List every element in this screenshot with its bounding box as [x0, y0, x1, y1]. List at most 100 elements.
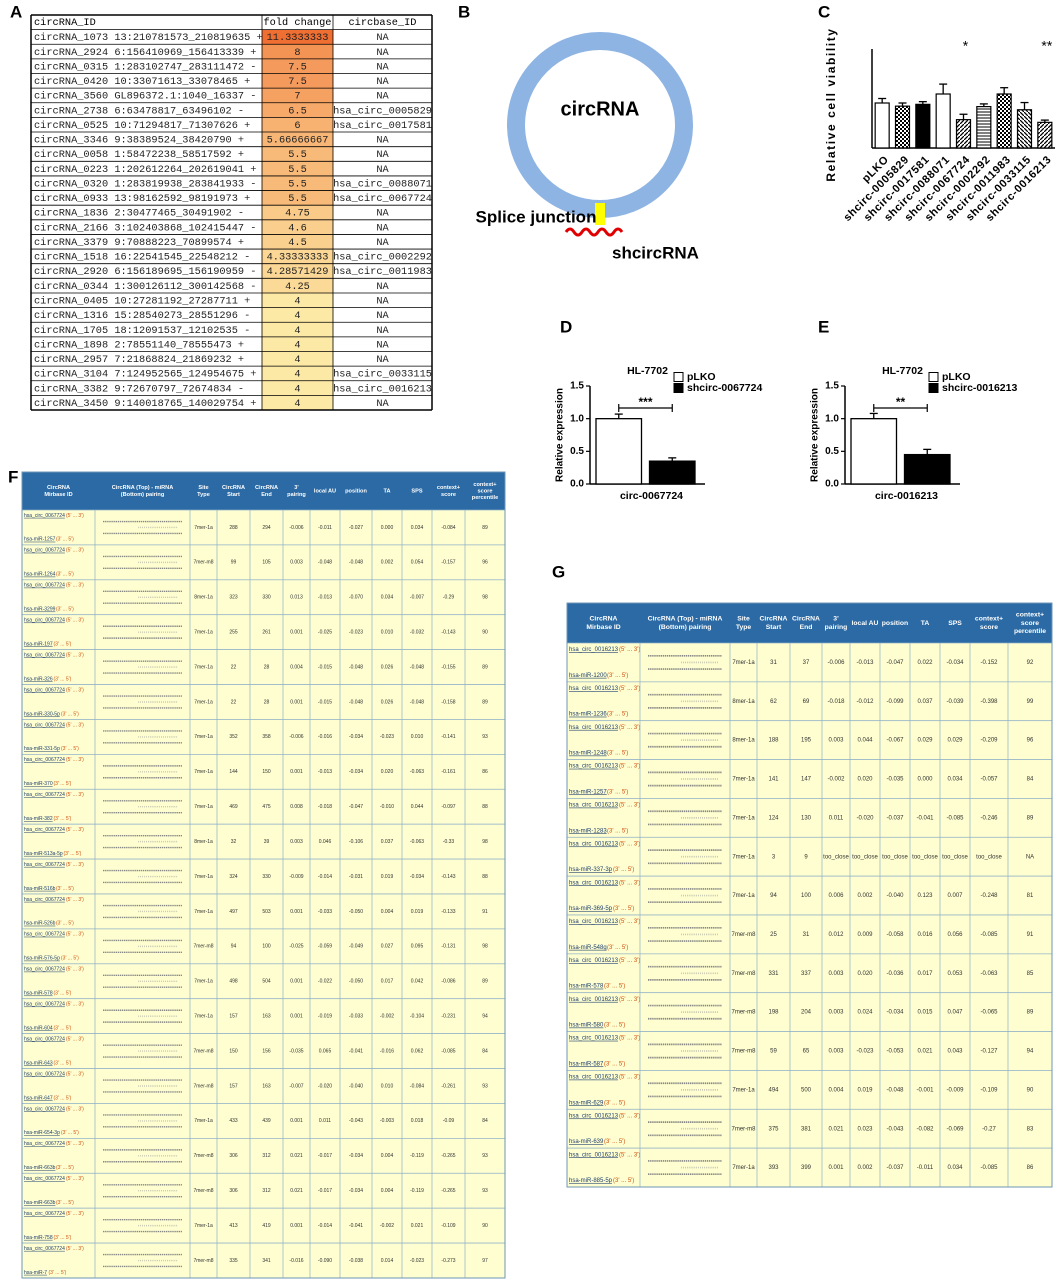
- table-cell: 0.029: [947, 738, 963, 744]
- bar: [1016, 109, 1033, 149]
- table-cell: -0.050: [349, 979, 363, 985]
- table-cell: -0.048: [349, 699, 363, 705]
- table-cell: 39: [264, 839, 270, 845]
- circ-direction: (5' ... 3'): [66, 792, 84, 798]
- table-cell: 83: [1027, 1126, 1034, 1132]
- table-cell: too_close: [823, 854, 849, 860]
- mirna-id: hsa-miR-1264: [24, 572, 56, 578]
- circ-direction: (5' ... 3'): [66, 1246, 84, 1252]
- table-cell: -0.007: [410, 595, 424, 601]
- mirna-id: hsa-miR-337-3p: [569, 867, 613, 873]
- table-a-cell: 7: [294, 91, 300, 103]
- table-cell: 0.000: [917, 777, 933, 783]
- table-header: score: [478, 488, 493, 494]
- mirna-direction: (3' ... 5'): [607, 751, 628, 757]
- table-a-cell: circRNA_1073 13:210781573_210819635 +: [34, 32, 263, 44]
- table-cell: 0.037: [381, 839, 394, 845]
- table-cell: -0.127: [980, 1049, 998, 1055]
- table-cell: 8mer-1a: [194, 839, 213, 845]
- circ-id: hsa_circ_0067724: [24, 792, 65, 798]
- fold-change-cell: [262, 161, 333, 176]
- table-cell: 150: [262, 769, 271, 775]
- table-a-header: fold change: [264, 17, 332, 29]
- table-cell: -0.048: [410, 699, 424, 705]
- table-header: (Bottom) pairing: [121, 492, 165, 498]
- table-a-cell: circRNA_0933 13:98162592_98191973 +: [34, 193, 250, 205]
- mirna-id: hsa-miR-643: [24, 1060, 53, 1066]
- table-cell: 105: [262, 560, 271, 566]
- table-cell: -0.035: [886, 777, 904, 783]
- table-cell: 93: [482, 1083, 488, 1089]
- table-cell: -0.019: [318, 1014, 332, 1020]
- table-cell: 0.010: [411, 734, 424, 740]
- table-row-bg: [21, 1033, 506, 1069]
- table-cell: 188: [768, 738, 779, 744]
- table-cell: -0.023: [349, 630, 363, 636]
- table-a-cell: hsa_circ_0088071: [333, 178, 432, 190]
- circ-id: hsa_circ_0067724: [24, 827, 65, 833]
- table-a-cell: 4: [294, 354, 300, 366]
- table-cell: 494: [768, 1087, 779, 1093]
- table-cell: 0.004: [381, 1153, 394, 1159]
- significance: ***: [638, 395, 652, 409]
- table-cell: -0.033: [349, 1014, 363, 1020]
- legend-swatch: [673, 383, 684, 393]
- table-cell: 7mer-1a: [194, 734, 213, 740]
- table-header: CircRNA: [47, 485, 70, 491]
- table-cell: 0.065: [319, 1048, 332, 1054]
- table-cell: 94: [231, 944, 237, 950]
- table-cell: -0.119: [410, 1188, 424, 1194]
- table-cell: 156: [262, 1048, 271, 1054]
- table-cell: 0.001: [290, 630, 303, 636]
- table-cell: -0.048: [318, 560, 332, 566]
- table-cell: 0.044: [411, 804, 424, 810]
- table-cell: 8mer-1a: [194, 595, 213, 601]
- table-cell: 28: [264, 699, 270, 705]
- table-cell: 341: [262, 1258, 271, 1264]
- table-cell: 91: [482, 909, 488, 915]
- mirna-direction: (3' ... 5'): [56, 921, 74, 927]
- mirna-id: hsa-miR-331-5p: [24, 746, 60, 752]
- mirna-id: hsa-miR-578: [569, 984, 604, 990]
- table-cell: 144: [229, 769, 238, 775]
- table-cell: 0.001: [290, 1223, 303, 1229]
- table-cell: 0.011: [829, 815, 844, 821]
- mirna-id: hsa-miR-639: [569, 1139, 604, 1145]
- table-cell: 93: [482, 1153, 488, 1159]
- shcircrna-wave: [564, 227, 624, 237]
- table-row-bg: [21, 928, 506, 965]
- y-axis-label: Relative cell viability: [824, 27, 838, 181]
- table-cell: 100: [262, 944, 271, 950]
- circ-direction: (5' ... 3'): [619, 1036, 640, 1042]
- table-cell: -0.057: [980, 777, 998, 783]
- panel-label: C: [818, 2, 830, 21]
- table-header: Mirbase ID: [44, 492, 72, 498]
- table-cell: 98: [482, 839, 488, 845]
- table-cell: -0.261: [441, 1083, 455, 1089]
- table-header: context+: [473, 482, 497, 488]
- y-axis-label: Relative expression: [810, 388, 821, 482]
- table-header: CircRNA (Top) - miRNA: [648, 616, 723, 623]
- table-cell: 84: [1027, 777, 1034, 783]
- fold-change-cell: [262, 146, 333, 162]
- table-cell: 288: [229, 525, 238, 531]
- hairpin-label: shcircRNA: [612, 243, 699, 262]
- table-cell: 124: [768, 815, 779, 821]
- table-cell: 86: [1027, 1165, 1034, 1171]
- table-a-cell: circRNA_3450 9:140018765_140029754 +: [34, 398, 256, 410]
- table-cell: 0.019: [381, 874, 394, 880]
- table-cell: -0.043: [349, 1118, 363, 1124]
- table-cell: -0.109: [980, 1087, 998, 1093]
- circ-id: hsa_circ_0067724: [24, 1176, 65, 1182]
- table-cell: 98: [482, 595, 488, 601]
- mirna-direction: (3' ... 5'): [604, 1139, 625, 1145]
- table-header-bg: [567, 603, 1052, 643]
- x-tick-label: circ-0016213: [875, 490, 938, 502]
- table-cell: 0.009: [857, 932, 873, 938]
- table-cell: 0.001: [828, 1165, 844, 1171]
- table-cell: 22: [231, 699, 237, 705]
- mirna-direction: (3' ... 5'): [54, 781, 72, 787]
- circ-id: hsa_circ_0067724: [24, 897, 65, 903]
- table-cell: 0.004: [381, 1188, 394, 1194]
- table-cell: 0.001: [290, 1118, 303, 1124]
